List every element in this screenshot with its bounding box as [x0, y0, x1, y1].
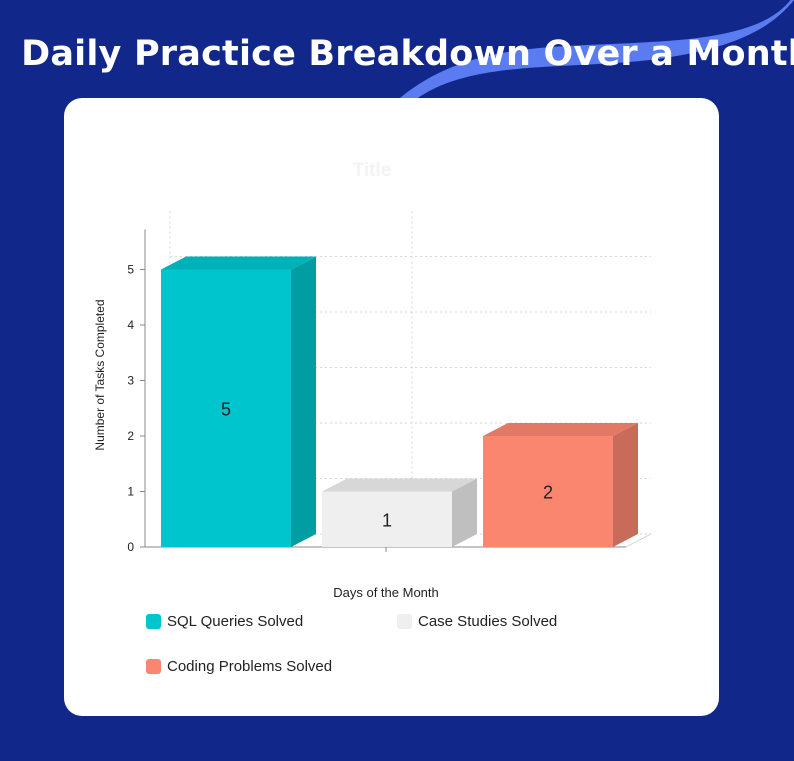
bar: 1	[322, 478, 477, 547]
legend-label: Coding Problems Solved	[167, 658, 333, 675]
bars: 5 1 2	[161, 256, 638, 547]
y-axis-label: Number of Tasks Completed	[93, 299, 107, 450]
bar-value-label: 5	[221, 399, 231, 419]
chart-card: Title Days of the Month Number of Tasks …	[64, 98, 719, 716]
page-title: Daily Practice Breakdown Over a Month	[21, 34, 794, 74]
y-tick-label: 0	[127, 540, 134, 554]
bar-top	[322, 478, 477, 492]
legend-item[interactable]: SQL Queries Solved	[146, 613, 303, 630]
bar-top	[483, 423, 638, 436]
floor-edge	[625, 533, 652, 548]
x-axis-label: Days of the Month	[333, 585, 439, 600]
legend-swatch	[397, 614, 412, 629]
bar-front	[483, 436, 613, 547]
y-tick-label: 1	[127, 485, 134, 499]
bar-side	[452, 478, 477, 547]
legend-swatch	[146, 614, 161, 629]
legend-item[interactable]: Coding Problems Solved	[146, 658, 332, 675]
legend-label: SQL Queries Solved	[167, 613, 304, 630]
y-tick-label: 4	[127, 318, 134, 332]
bar-value-label: 2	[543, 483, 553, 503]
legend-swatch	[146, 659, 161, 674]
bar-chart: Title Days of the Month Number of Tasks …	[93, 160, 652, 600]
bar-side	[613, 423, 638, 547]
bar-top	[161, 256, 316, 270]
y-tick-label: 2	[127, 429, 134, 443]
legend-label: Case Studies Solved	[418, 613, 558, 630]
bar-side	[291, 256, 316, 547]
bar-value-label: 1	[382, 510, 392, 530]
chart-title: Title	[353, 160, 392, 181]
bar-front	[161, 269, 291, 547]
legend-item[interactable]: Case Studies Solved	[397, 613, 557, 630]
y-tick-label: 5	[127, 263, 134, 277]
y-tick-label: 3	[127, 374, 134, 388]
bar-front	[322, 491, 452, 547]
bar: 2	[483, 423, 638, 547]
bar: 5	[161, 256, 316, 547]
